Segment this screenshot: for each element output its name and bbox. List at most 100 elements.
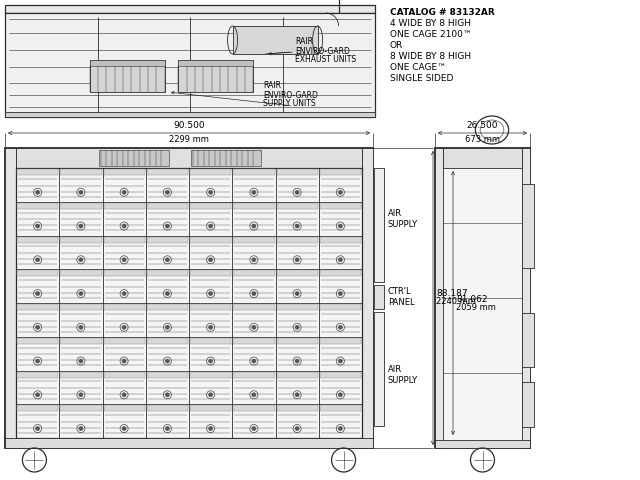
Text: 2059 mm: 2059 mm [456, 302, 496, 312]
Circle shape [122, 190, 126, 194]
Bar [320, 304, 361, 310]
Text: 2299 mm: 2299 mm [169, 135, 209, 144]
Circle shape [295, 359, 299, 363]
Bar [17, 270, 58, 276]
Circle shape [122, 325, 126, 329]
Circle shape [165, 224, 170, 228]
Bar [5, 5, 375, 13]
Bar [276, 372, 317, 378]
Bar [104, 203, 145, 209]
Circle shape [209, 190, 212, 194]
Circle shape [252, 291, 256, 296]
Bar [17, 169, 58, 175]
Bar [190, 372, 231, 378]
Bar [522, 184, 534, 268]
Circle shape [209, 325, 212, 329]
Bar [320, 405, 361, 411]
Circle shape [295, 427, 299, 431]
Bar [233, 304, 275, 310]
Bar [5, 148, 373, 448]
Bar [60, 203, 102, 209]
Bar [320, 372, 361, 378]
Bar [147, 338, 188, 344]
Bar [522, 148, 530, 448]
Circle shape [209, 393, 212, 397]
Text: ONE CAGE 2100™: ONE CAGE 2100™ [390, 30, 472, 39]
Circle shape [79, 291, 83, 296]
Circle shape [122, 258, 126, 262]
Bar [443, 148, 522, 168]
Circle shape [79, 190, 83, 194]
Text: RAIR: RAIR [263, 82, 281, 91]
Bar [190, 169, 231, 175]
Text: OR: OR [390, 41, 403, 50]
Bar [233, 372, 275, 378]
Circle shape [339, 359, 342, 363]
Circle shape [79, 427, 83, 431]
Circle shape [165, 291, 170, 296]
Bar [276, 405, 317, 411]
Circle shape [295, 393, 299, 397]
Circle shape [165, 325, 170, 329]
Bar [190, 237, 231, 242]
Text: EXHAUST UNITS: EXHAUST UNITS [295, 56, 356, 64]
Circle shape [79, 393, 83, 397]
Circle shape [295, 291, 299, 296]
Text: RAIR: RAIR [295, 37, 313, 47]
Bar [17, 304, 58, 310]
Circle shape [209, 258, 212, 262]
Bar [17, 372, 58, 378]
Circle shape [339, 393, 342, 397]
Text: 90.500: 90.500 [173, 121, 205, 130]
Text: 4 WIDE BY 8 HIGH: 4 WIDE BY 8 HIGH [390, 19, 471, 28]
Bar [147, 405, 188, 411]
Bar [320, 338, 361, 344]
Bar [233, 405, 275, 411]
Bar [147, 372, 188, 378]
Circle shape [295, 325, 299, 329]
Circle shape [252, 427, 256, 431]
Bar [233, 203, 275, 209]
Bar [233, 237, 275, 242]
Circle shape [209, 224, 212, 228]
Bar [522, 382, 534, 427]
Bar [60, 304, 102, 310]
Bar [190, 338, 231, 344]
Bar [5, 438, 373, 448]
Bar [60, 270, 102, 276]
Text: ENVIRO-GARD: ENVIRO-GARD [295, 47, 350, 56]
Text: ENVIRO-GARD: ENVIRO-GARD [263, 91, 318, 99]
Circle shape [252, 359, 256, 363]
Bar [276, 169, 317, 175]
Circle shape [36, 393, 40, 397]
Bar [60, 237, 102, 242]
Circle shape [339, 291, 342, 296]
Bar [276, 270, 317, 276]
Text: CTR'L
PANEL: CTR'L PANEL [388, 287, 415, 307]
Circle shape [79, 359, 83, 363]
Bar [190, 304, 231, 310]
Bar [90, 60, 164, 92]
Bar [60, 338, 102, 344]
Circle shape [36, 291, 40, 296]
Bar [104, 372, 145, 378]
Text: 8 WIDE BY 8 HIGH: 8 WIDE BY 8 HIGH [390, 52, 471, 61]
Circle shape [295, 224, 299, 228]
Bar [362, 148, 373, 448]
Bar [276, 237, 317, 242]
Circle shape [122, 291, 126, 296]
Bar [104, 338, 145, 344]
Circle shape [295, 258, 299, 262]
Circle shape [295, 190, 299, 194]
Bar [17, 237, 58, 242]
Bar [232, 26, 317, 54]
Circle shape [36, 325, 40, 329]
Circle shape [339, 427, 342, 431]
Circle shape [79, 325, 83, 329]
Circle shape [122, 359, 126, 363]
Text: 26.500: 26.500 [467, 121, 499, 130]
Circle shape [36, 190, 40, 194]
Bar [104, 304, 145, 310]
Circle shape [252, 258, 256, 262]
Text: 673 mm: 673 mm [465, 135, 500, 144]
